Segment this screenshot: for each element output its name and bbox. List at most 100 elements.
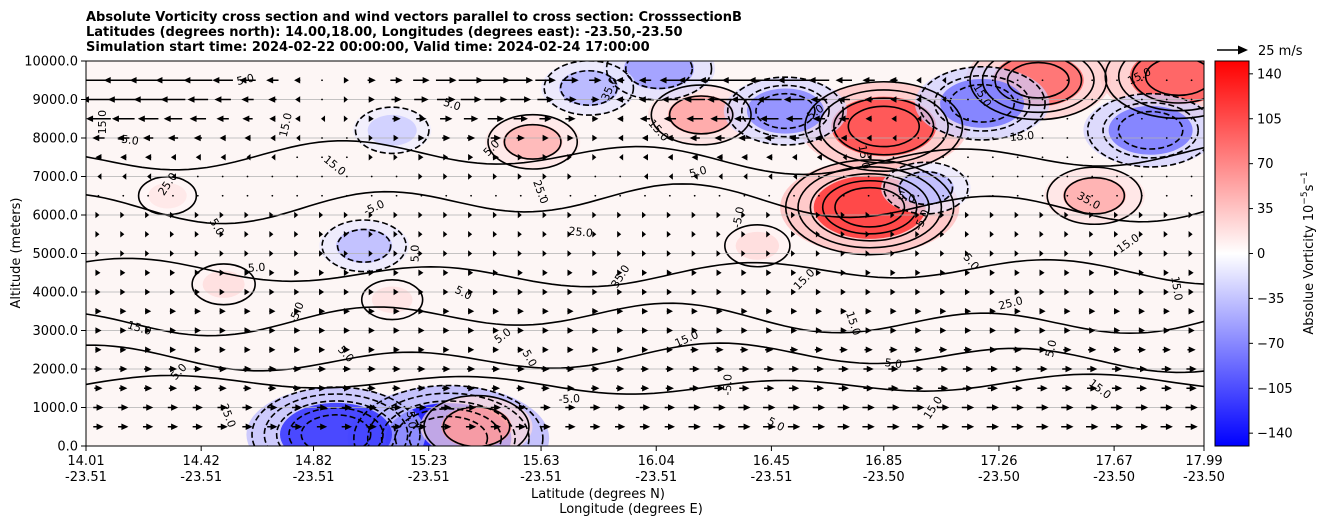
contour-label: 5.0 [688,163,708,180]
wind-vector-calm [619,194,622,197]
wind-vector-head [393,346,400,353]
wind-vector-calm [1016,137,1019,139]
wind-vector-calm [991,98,994,101]
wind-vector [987,365,998,373]
wind-vector [1091,156,1094,159]
wind-vector-head [418,173,423,180]
wind-vector [160,96,186,103]
wind-vector-head [643,404,651,411]
wind-vector [566,365,575,373]
wind-vector-head [343,115,348,122]
wind-vector [517,269,523,276]
wind-vector-head [1140,365,1148,373]
wind-vector [541,365,550,373]
wind-vector [892,134,897,142]
wind-vector [1163,211,1168,219]
wind-vector [343,96,348,103]
wind-vector [1039,231,1044,238]
wind-vector [368,96,375,103]
wind-vector [808,77,830,84]
wind-vector [1161,365,1172,373]
wind-vector [1188,250,1193,257]
wind-vector [542,173,547,180]
wind-vector [1188,327,1195,334]
wind-vector [1138,308,1145,315]
wind-vector-calm [917,156,920,159]
wind-vector-head [492,308,500,315]
wind-vector [567,288,573,296]
wind-vector-head [1165,423,1173,430]
wind-vector-head [741,346,749,353]
wind-vector-head [618,134,624,142]
wind-vector [390,77,403,84]
wind-vector [689,134,700,142]
wind-vector-head [95,250,100,257]
wind-vector-head [964,327,972,334]
wind-vector-calm [1041,194,1044,197]
negative-contour [741,84,830,138]
wind-vector [519,194,522,197]
wind-vector [492,173,497,180]
wind-vector-head [418,327,425,334]
wind-vector [467,308,475,315]
wind-vector-head [1039,346,1047,353]
wind-vector [615,404,626,411]
wind-vector [441,404,452,411]
vorticity-feature [502,123,563,160]
wind-vector [664,423,675,430]
wind-vector-calm [942,156,945,159]
wind-vector [942,156,945,159]
wind-vector-head [942,404,950,411]
wind-vector [967,79,969,82]
contour-label: 5.0 [442,96,463,114]
wind-vector [418,231,423,238]
wind-vector [169,211,174,219]
wind-vector-head [194,308,201,315]
wind-vector-head [169,288,176,296]
wind-vector [783,96,805,103]
wind-vector [242,404,253,411]
wind-vector [458,77,484,84]
colorbar-tick-label: 0 [1257,247,1265,262]
wind-vector-head [693,404,701,411]
wind-vector-head [890,269,896,276]
wind-vector-head [1039,327,1046,334]
wind-vector-head [889,77,897,84]
wind-vector-head [617,269,623,276]
wind-vector [1190,194,1193,197]
wind-vector-field [86,77,1198,430]
wind-vector-head [741,250,746,257]
wind-vector [442,385,451,392]
wind-vector-head [867,404,875,411]
wind-vector [413,77,430,84]
wind-vector-head [716,231,721,238]
wind-vector-head [444,404,452,411]
wind-vector-calm [1066,117,1069,120]
x-tick-label-lat: 15.23 [410,454,447,469]
wind-vector [644,194,646,197]
wind-vector [267,423,278,430]
wind-vector [443,173,448,180]
wind-vector-head [617,115,624,122]
wind-vector-head [542,134,549,142]
wind-vector-head [517,365,525,373]
wind-vector-head [137,115,145,122]
wind-vector [269,269,275,276]
wind-vector [592,308,599,315]
wind-vector [294,77,301,84]
wind-vector-head [239,77,247,84]
wind-vector [542,231,547,238]
wind-vector-calm [942,137,945,139]
positive-contour [797,166,943,249]
wind-vector-head [194,231,199,238]
wind-vector [492,250,497,257]
wind-vector-head [568,404,576,411]
wind-vector-head [1188,269,1194,276]
wind-vector-calm [246,175,249,178]
wind-vector [368,115,374,122]
wind-vector [686,115,703,122]
wind-vector [639,115,651,122]
wind-vector-head [1089,231,1094,238]
wind-vector-calm [1041,137,1044,139]
positive-contour [1144,61,1204,97]
